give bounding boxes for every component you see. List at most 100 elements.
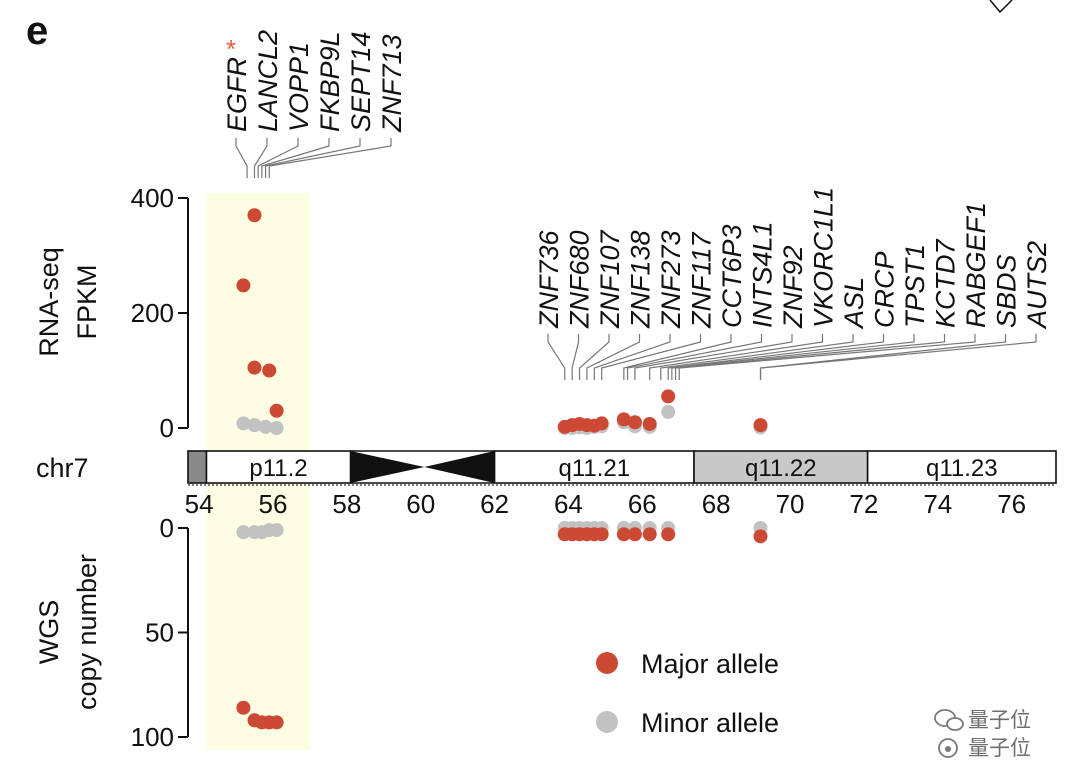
band-label: p11.2 [249, 455, 307, 482]
wechat-icon [934, 709, 964, 731]
x-tick-label: 68 [702, 489, 731, 519]
gene-label: CCT6P3 [717, 224, 747, 328]
x-tick-label: 62 [480, 489, 509, 519]
major-allele-point [753, 418, 768, 433]
minor-allele-point [258, 419, 273, 434]
gene-leader-line [671, 334, 915, 380]
corner-arrow-fragment [989, 0, 1013, 14]
gene-label: ZNF117 [687, 231, 717, 329]
gene-leader-line [649, 334, 824, 380]
gene-leader-line [678, 334, 976, 380]
watermark: 量子位 量子位 [934, 708, 1031, 760]
x-tick-label: 58 [332, 489, 361, 519]
gene-leader-line [601, 334, 702, 380]
gene-label: RABGEF1 [961, 202, 991, 328]
minor-allele-point [269, 523, 284, 538]
gene-leader-line [235, 138, 248, 178]
centromere-left [350, 451, 425, 483]
gene-leader-line [264, 138, 361, 178]
major-allele-point [753, 529, 768, 544]
gene-label: INTS4L1 [748, 221, 778, 328]
x-axis-ticks: 54 56 58 60 62 64 66 68 70 72 74 76 [185, 489, 1027, 519]
y-axis-label: WGS [34, 600, 64, 665]
major-allele-point [642, 416, 657, 431]
gene-label: AUTS2 [1022, 241, 1052, 330]
y-axis-label: RNA-seq [34, 247, 64, 357]
watermark-text-2: 量子位 [968, 736, 1031, 760]
gene-label: VOPP1 [284, 42, 314, 132]
gene-leader-line [634, 334, 793, 380]
gene-label: ASL [839, 277, 869, 330]
minor-legend-label: Minor allele [641, 708, 779, 738]
gene-label: ZNF273 [656, 230, 686, 329]
gene-star-marker: * [226, 34, 236, 64]
gene-leader-line [571, 334, 580, 380]
panel-label: e [26, 9, 48, 53]
gene-leader-line [674, 334, 946, 380]
minor-allele-point [236, 416, 251, 431]
minor-allele-point [269, 421, 284, 435]
gene-label: ZNF107 [595, 229, 625, 329]
chromosome-label: chr7 [36, 453, 89, 483]
y-axis-label: FPKM [72, 264, 102, 339]
x-tick-label: 74 [923, 489, 952, 519]
x-tick-label: 64 [554, 489, 583, 519]
gene-leader-line [626, 334, 763, 380]
gene-label: TPST1 [900, 244, 930, 328]
major-allele-point [616, 527, 631, 542]
y-tick-label: 400 [131, 183, 174, 213]
gene-label: ZNF138 [626, 230, 656, 329]
gene-label: SEPT14 [346, 31, 376, 132]
y-tick-label: 100 [131, 722, 174, 752]
x-tick-label: 60 [406, 489, 435, 519]
y-tick-label: 0 [160, 413, 174, 443]
chromosome-band [493, 450, 695, 484]
band-label: q11.21 [558, 455, 630, 482]
major-allele-point [236, 700, 251, 715]
minor-allele-point [236, 525, 251, 540]
gene-label: EGFR [222, 57, 252, 132]
x-tick-label: 56 [258, 489, 287, 519]
major-allele-point [262, 363, 277, 378]
band-label: q11.23 [926, 455, 998, 482]
gene-label: KCTD7 [931, 239, 961, 328]
gene-label: ZNF736 [534, 229, 564, 329]
y-tick-label: 50 [145, 618, 174, 648]
major-allele-point [247, 208, 262, 223]
band-label: q11.22 [745, 455, 817, 482]
x-tick-label: 72 [849, 489, 878, 519]
x-tick-label: 66 [628, 489, 657, 519]
gene-label: ZNF680 [565, 230, 595, 329]
gene-label: FKBP9L [315, 31, 345, 132]
gene-label: CRCP [870, 251, 900, 328]
major-allele-point [627, 527, 642, 542]
chromosome-ideogram: chr7 p11.2 q11.21 q11.22 q11.23 [36, 450, 1057, 486]
major-allele-point [661, 389, 676, 404]
major-legend-label: Major allele [641, 649, 779, 679]
gene-label: ZNF713 [377, 34, 407, 133]
weibo-icon [938, 738, 958, 758]
major-allele-point [594, 527, 609, 542]
gene-leader-line [547, 334, 566, 380]
y-axis-label: copy number [72, 554, 102, 710]
x-tick-label: 54 [185, 489, 214, 519]
wgs-y-axis: 0 50 100 WGS copy number [34, 513, 189, 752]
wgs-points [236, 521, 768, 730]
major-allele-point [594, 416, 609, 431]
gene-leader-line [268, 138, 392, 178]
rna-seq-y-axis: 0 200 400 RNA-seq FPKM [34, 183, 189, 443]
y-tick-label: 0 [160, 513, 174, 543]
gene-leader-line [253, 138, 268, 178]
major-legend-marker [596, 652, 618, 674]
watermark-text-1: 量子位 [968, 708, 1031, 732]
rna-seq-points [236, 208, 768, 435]
major-allele-point [269, 403, 284, 418]
gene-leader-line [593, 334, 671, 380]
gene-label: LANCL2 [253, 30, 283, 132]
major-allele-point [642, 527, 657, 542]
legend: Major allele Minor allele [596, 649, 779, 738]
gene-label: SBDS [992, 254, 1022, 328]
gene-leader-line [660, 334, 854, 380]
major-allele-point [247, 360, 262, 375]
